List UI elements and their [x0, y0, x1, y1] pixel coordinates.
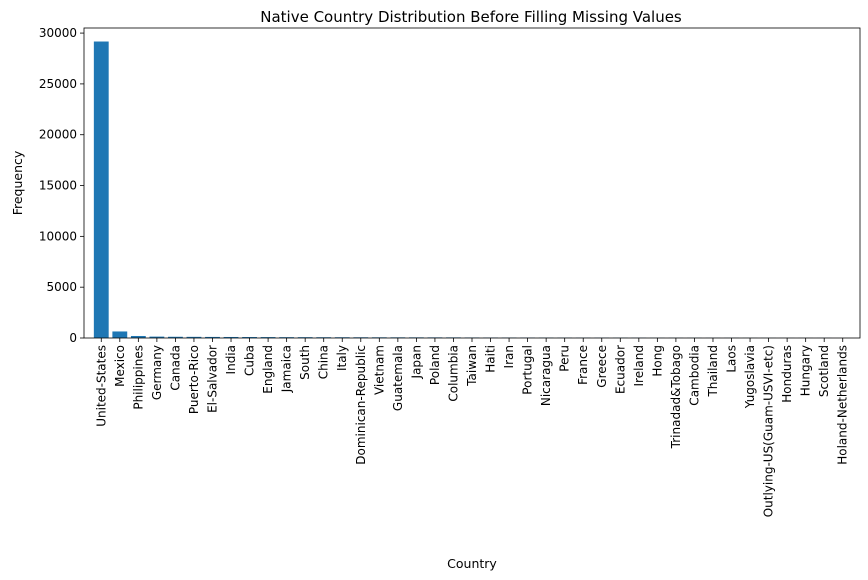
- x-tick-label: Cambodia: [687, 345, 701, 406]
- bar-cuba: [242, 337, 257, 338]
- x-tick-label: Nicaragua: [539, 345, 553, 406]
- bar-canada: [168, 336, 183, 338]
- bar-puerto-rico: [186, 336, 202, 338]
- y-tick-label: 5000: [46, 280, 77, 294]
- x-tick-label: Poland: [428, 345, 442, 385]
- y-tick-label: 0: [69, 331, 77, 345]
- x-tick-label: Yugoslavia: [743, 345, 757, 409]
- x-axis-ticks: United-States Mexico Philippines Germany Can…: [94, 338, 850, 517]
- bar-philippines: [130, 335, 146, 338]
- x-tick-label: Jamaica: [280, 345, 294, 393]
- plot-frame: [83, 27, 861, 339]
- bar-england: [260, 337, 276, 338]
- bar-jamaica: [279, 337, 295, 338]
- x-tick-label: India: [224, 345, 238, 374]
- x-tick-label: England: [261, 345, 275, 394]
- x-tick-label: Holand-Netherlands: [836, 345, 850, 465]
- x-tick-label: Puerto-Rico: [187, 345, 201, 414]
- x-tick-label: France: [576, 345, 590, 385]
- bar-india: [223, 336, 239, 338]
- x-tick-label: Honduras: [780, 345, 794, 403]
- x-tick-label: Haiti: [484, 345, 498, 373]
- x-tick-label: Mexico: [113, 345, 127, 387]
- x-tick-label: Ireland: [632, 345, 646, 387]
- bar-el-salvador: [205, 336, 220, 338]
- x-tick-label: Dominican-Republic: [354, 345, 368, 465]
- x-tick-label: Cuba: [243, 345, 257, 376]
- bar-south: [297, 337, 313, 338]
- x-tick-label: Iran: [502, 345, 516, 368]
- x-tick-label: Portugal: [521, 345, 535, 395]
- y-axis-title: Frequency: [10, 150, 25, 215]
- x-tick-label: Peru: [558, 345, 572, 372]
- chart-title: Native Country Distribution Before Filli…: [260, 8, 682, 26]
- y-tick-label: 15000: [39, 179, 77, 193]
- x-tick-label: South: [298, 345, 312, 380]
- x-tick-label: Trinadad&Tobago: [669, 345, 683, 449]
- y-tick-label: 25000: [39, 77, 77, 91]
- y-tick-label: 30000: [39, 26, 77, 40]
- y-tick-label: 10000: [39, 229, 77, 243]
- x-tick-label: Japan: [409, 345, 423, 379]
- y-axis-ticks: 0 5000 10000 15000 20000 25000 30000: [39, 26, 84, 345]
- x-tick-label: Greece: [595, 345, 609, 388]
- x-tick-label: United-States: [94, 345, 108, 427]
- x-axis-title: Country: [447, 556, 497, 571]
- bar-mexico: [112, 331, 128, 338]
- bar-germany: [149, 336, 165, 338]
- x-tick-label: Philippines: [131, 345, 145, 410]
- y-tick-label: 20000: [39, 128, 77, 142]
- bars-group: [93, 41, 851, 339]
- x-tick-label: El-Salvador: [205, 345, 219, 413]
- x-tick-label: Canada: [168, 345, 182, 391]
- x-tick-label: Laos: [725, 345, 739, 373]
- x-tick-label: Thailand: [706, 345, 720, 398]
- x-tick-label: Ecuador: [613, 345, 627, 394]
- x-tick-label: Hungary: [799, 345, 813, 396]
- bar-united-states: [93, 41, 109, 339]
- x-tick-label: Outlying-US(Guam-USVI-etc): [762, 345, 776, 517]
- x-tick-label: Germany: [150, 345, 164, 400]
- x-tick-label: Columbia: [446, 345, 460, 402]
- x-tick-label: China: [317, 345, 331, 379]
- x-tick-label: Scotland: [817, 345, 831, 397]
- x-tick-label: Vietnam: [372, 345, 386, 395]
- x-tick-label: Hong: [650, 345, 664, 377]
- x-tick-label: Italy: [335, 345, 349, 371]
- x-tick-label: Taiwan: [465, 345, 479, 387]
- x-tick-label: Guatemala: [391, 345, 405, 411]
